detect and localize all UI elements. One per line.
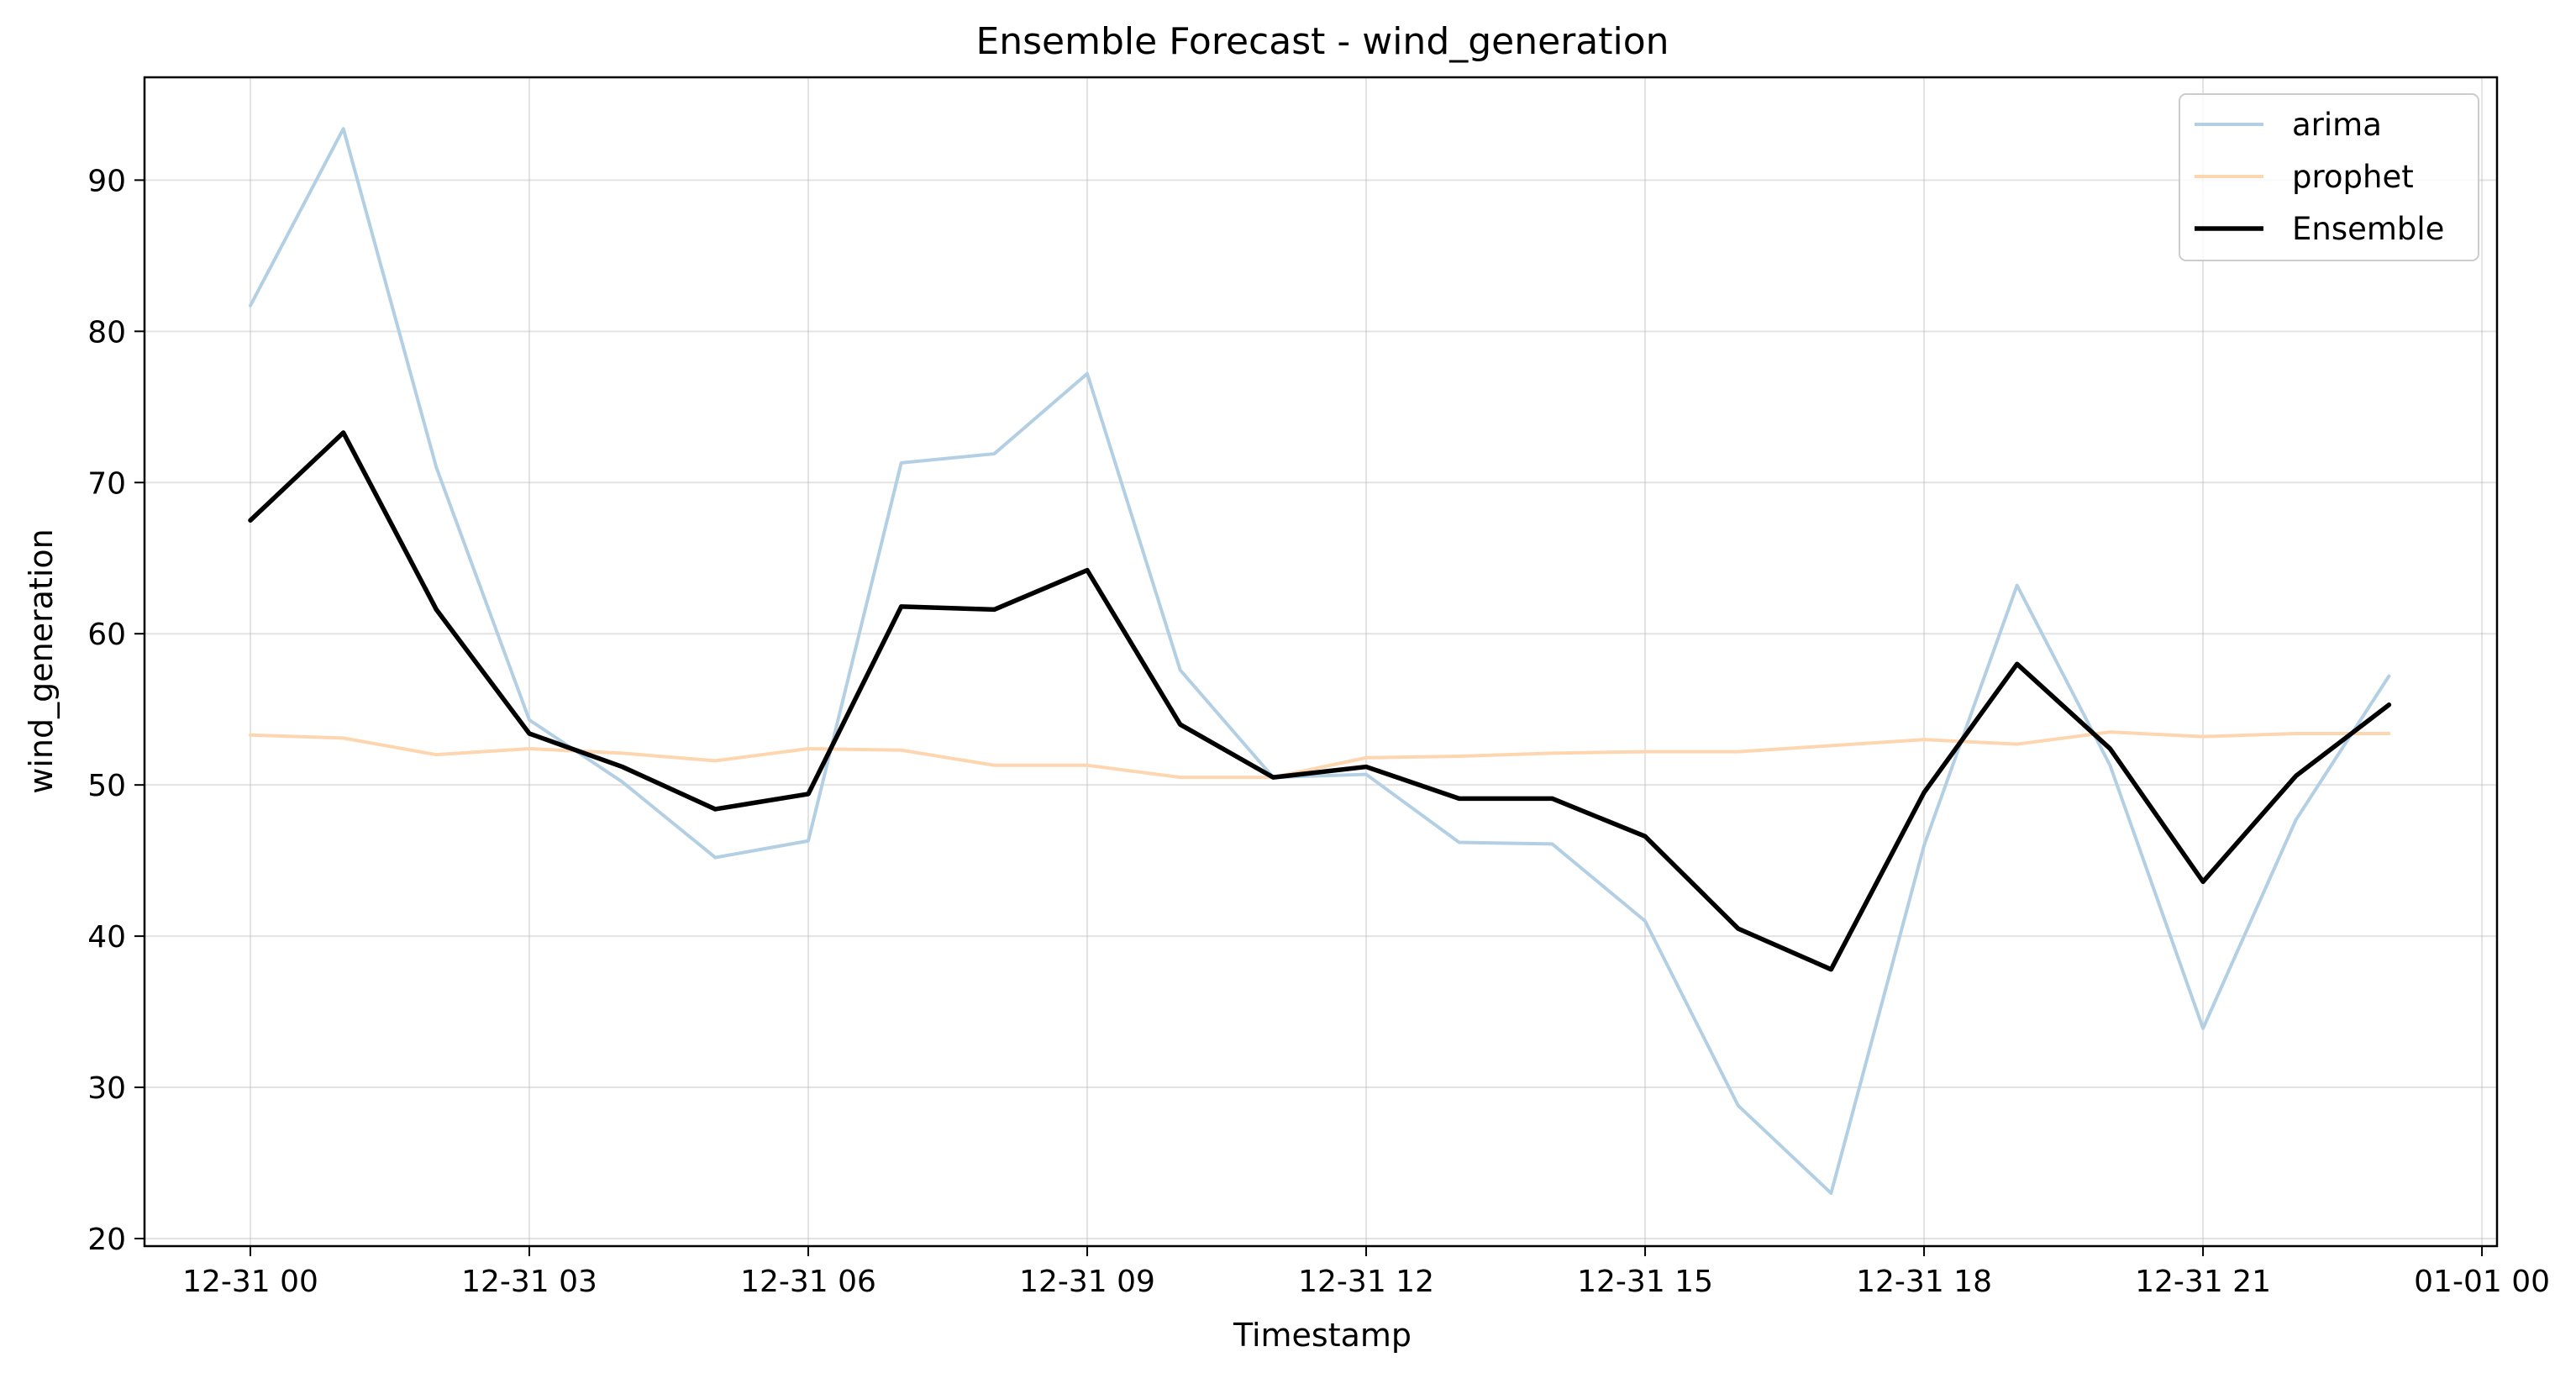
x-tick-label: 01-01 00 — [2414, 1265, 2550, 1299]
legend-frame — [2179, 93, 2479, 261]
x-axis-label: Timestamp — [1233, 1317, 1412, 1354]
grid-lines — [145, 77, 2497, 1246]
legend-label-arima: arima — [2292, 107, 2382, 143]
y-tick-label: 30 — [87, 1071, 126, 1106]
y-tick-label: 50 — [87, 769, 126, 803]
series-lines — [248, 127, 2392, 1196]
legend: arima prophet Ensemble — [2179, 93, 2479, 261]
y-tick-label: 80 — [87, 315, 126, 350]
series-line-arima — [249, 127, 2391, 1196]
y-tick-label: 60 — [87, 618, 126, 652]
x-tick-label: 12-31 00 — [182, 1265, 318, 1299]
y-tick-label: 40 — [87, 920, 126, 955]
legend-label-ensemble: Ensemble — [2292, 211, 2444, 247]
x-tick-label: 12-31 15 — [1577, 1265, 1713, 1299]
y-axis-ticks: 20 30 40 50 60 70 80 90 — [87, 164, 145, 1257]
x-tick-label: 12-31 09 — [1019, 1265, 1155, 1299]
y-tick-label: 90 — [87, 164, 126, 198]
x-tick-label: 12-31 12 — [1298, 1265, 1434, 1299]
x-tick-label: 12-31 21 — [2135, 1265, 2271, 1299]
legend-label-prophet: prophet — [2292, 159, 2414, 195]
x-axis-ticks: 12-31 00 12-31 03 12-31 06 12-31 09 12-31 12… — [182, 1246, 2550, 1299]
series-line-prophet — [249, 730, 2391, 780]
plot-frame — [143, 76, 2499, 1248]
series-line-ensemble — [248, 430, 2392, 972]
chart-title: Ensemble Forecast - wind_generation — [975, 20, 1669, 63]
x-tick-label: 12-31 18 — [1856, 1265, 1992, 1299]
x-tick-label: 12-31 06 — [740, 1265, 876, 1299]
y-tick-label: 20 — [87, 1223, 126, 1257]
x-tick-label: 12-31 03 — [461, 1265, 597, 1299]
y-axis-label: wind_generation — [23, 529, 60, 794]
y-tick-label: 70 — [87, 466, 126, 501]
